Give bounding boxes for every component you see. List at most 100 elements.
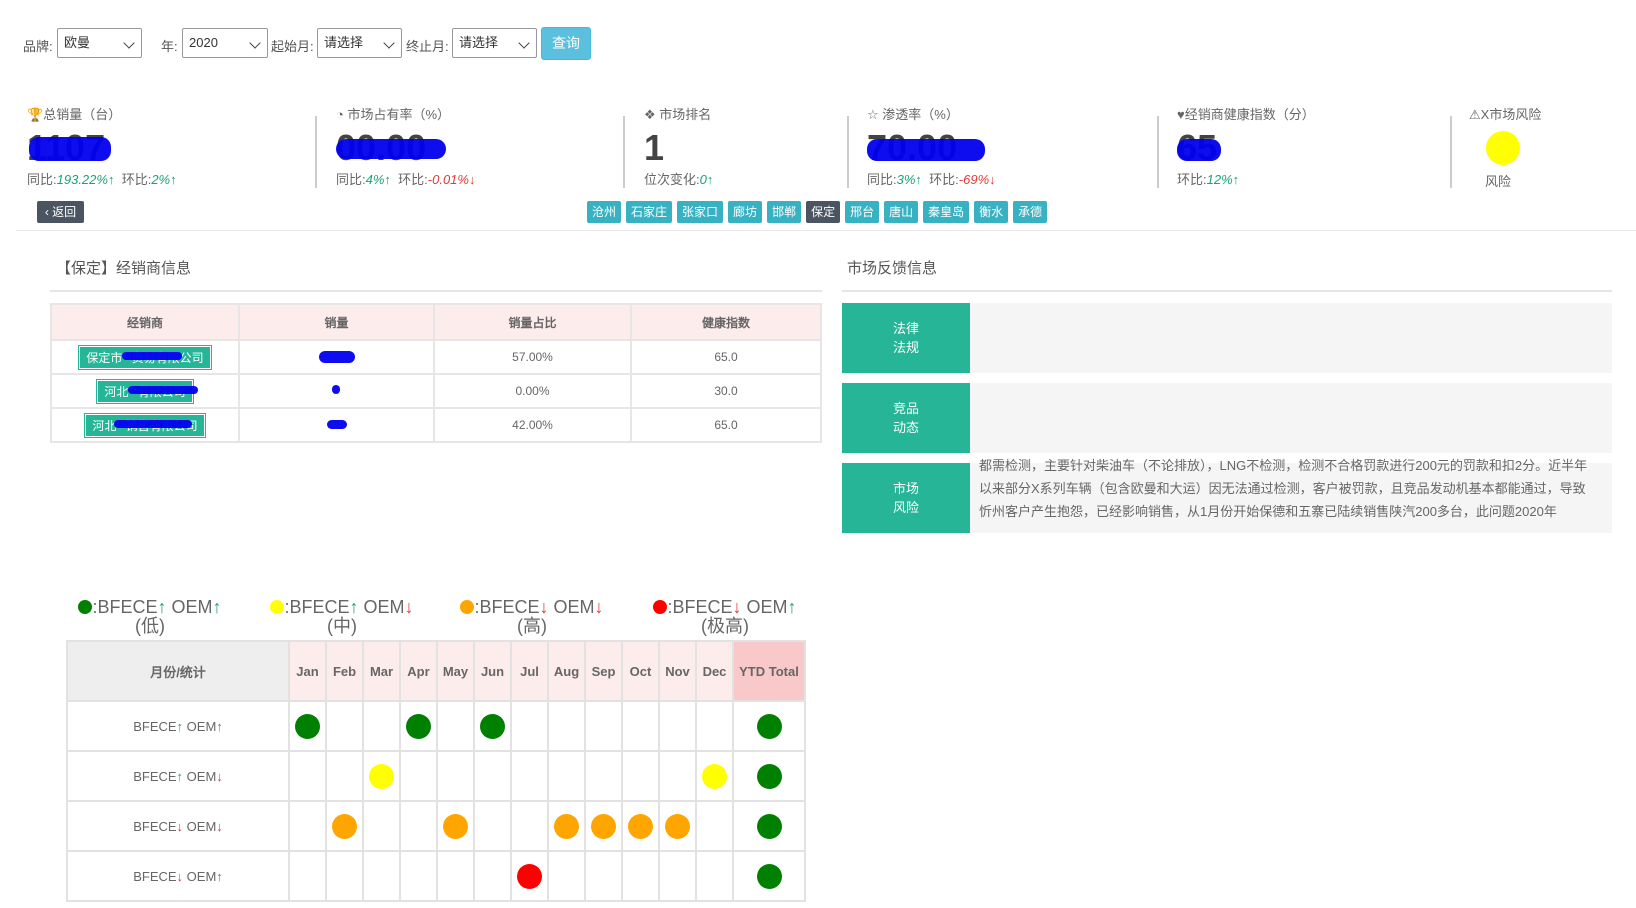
matrix-cell bbox=[621, 750, 660, 802]
row-label-text: OEM bbox=[186, 718, 217, 734]
arrow-up-icon: ↑ bbox=[107, 172, 115, 187]
yoy-label: 同比: bbox=[27, 172, 57, 187]
legend-item: :BFECE↑ OEM↑ (低) bbox=[70, 598, 230, 636]
city-tab[interactable]: 石家庄 bbox=[626, 201, 673, 223]
feedback-text[interactable]: 都需检测，主要针对柴油车（不论排放），LNG不检测，检测不合格罚款进行200元的… bbox=[979, 454, 1592, 533]
feedback-row-market-risk: 市场 风险 都需检测，主要针对柴油车（不论排放），LNG不检测，检测不合格罚款进行… bbox=[842, 458, 1612, 533]
brand-label: 品牌: bbox=[23, 39, 53, 54]
health-cell: 65.0 bbox=[630, 339, 822, 375]
city-tab[interactable]: 衡水 bbox=[974, 201, 1009, 223]
kpi-label: 总销量（台） bbox=[43, 107, 122, 122]
matrix-cell bbox=[510, 700, 549, 752]
city-tab[interactable]: 唐山 bbox=[884, 201, 919, 223]
start-month-label: 起始月: bbox=[271, 39, 314, 54]
arrow-up-icon: ↑ bbox=[216, 718, 223, 734]
month-header: Jun bbox=[473, 640, 512, 702]
ytd-header: YTD Total bbox=[732, 640, 806, 702]
trophy-icon: 🏆 bbox=[27, 107, 44, 122]
arrow-down-icon: ↓ bbox=[989, 172, 996, 187]
kpi-label: 渗透率（%） bbox=[882, 107, 959, 122]
city-tab[interactable]: 张家口 bbox=[677, 201, 724, 223]
yoy-label: 同比: bbox=[336, 172, 366, 187]
table-row: 保定市**贸易有限公司 57.00% 65.0 bbox=[50, 339, 822, 375]
rank-change-value: 0 bbox=[699, 172, 707, 187]
feedback-head: 法律 法规 bbox=[842, 303, 970, 373]
matrix-row-label: BFECE↓ OEM↓ bbox=[66, 800, 290, 852]
arrow-up-icon: ↑ bbox=[915, 172, 922, 187]
yoy-value: 4% bbox=[365, 172, 385, 187]
arrow-down-icon: ↓ bbox=[468, 172, 476, 187]
legend-item: :BFECE↑ OEM↓ (中) bbox=[262, 598, 422, 636]
query-button[interactable]: 查询 bbox=[541, 27, 591, 60]
mom-value: 2% bbox=[151, 172, 171, 187]
arrow-down-icon: ↓ bbox=[732, 597, 742, 617]
matrix-cell bbox=[695, 750, 734, 802]
arrow-down-icon: ↓ bbox=[176, 818, 184, 834]
arrow-up-icon: ↑ bbox=[384, 172, 391, 187]
city-tab[interactable]: 秦皇岛 bbox=[923, 201, 970, 223]
dealer-name-button[interactable]: 保定市**贸易有限公司 bbox=[79, 345, 211, 369]
city-tabs: 沧州 石家庄 张家口 廊坊 邯郸 保定 邢台 唐山 秦皇岛 衡水 承德 bbox=[587, 201, 1048, 223]
end-month-select[interactable]: 请选择 bbox=[452, 28, 537, 58]
status-dot bbox=[369, 763, 394, 789]
risk-matrix: 月份/统计 Jan Feb Mar Apr May Jun Jul Aug Sep Oct Nov De… bbox=[66, 640, 806, 902]
row-label-text: BFECE bbox=[133, 818, 177, 834]
legend-level: (极高) bbox=[701, 616, 749, 636]
status-dot bbox=[295, 713, 320, 739]
year-select[interactable]: 2020 bbox=[182, 28, 268, 58]
chevron-left-icon: ‹ bbox=[44, 205, 49, 219]
legend-item: :BFECE↓ OEM↓ (高) bbox=[452, 598, 612, 636]
city-tab[interactable]: 沧州 bbox=[587, 201, 622, 223]
kpi-label: 市场占有率（%） bbox=[347, 107, 451, 122]
city-tab[interactable]: 廊坊 bbox=[728, 201, 763, 223]
brand-select[interactable]: 欧曼 bbox=[57, 28, 142, 58]
matrix-cell bbox=[325, 750, 364, 802]
month-header: Nov bbox=[658, 640, 697, 702]
city-tab[interactable]: 邢台 bbox=[845, 201, 880, 223]
row-label-text: OEM bbox=[186, 868, 217, 884]
row-label-text: BFECE bbox=[133, 868, 177, 884]
legend-text: :BFECE bbox=[92, 597, 158, 617]
status-dot bbox=[591, 813, 616, 839]
redaction-mark bbox=[331, 384, 340, 394]
feedback-head: 竞品 动态 bbox=[842, 383, 970, 453]
redaction-mark bbox=[1177, 139, 1221, 161]
start-month-select[interactable]: 请选择 bbox=[317, 28, 402, 58]
matrix-cell bbox=[436, 800, 475, 852]
dealer-name-button[interactable]: 河北**销售有限公司 bbox=[85, 413, 205, 437]
kpi-divider bbox=[847, 116, 849, 188]
status-dot bbox=[756, 813, 782, 839]
mom-label: 环比: bbox=[1177, 172, 1207, 187]
city-tab[interactable]: 承德 bbox=[1013, 201, 1048, 223]
matrix-cell bbox=[362, 800, 401, 852]
matrix-cell bbox=[584, 850, 623, 902]
matrix-cell bbox=[547, 700, 586, 752]
heart-icon: ♥ bbox=[1177, 107, 1185, 122]
city-tab[interactable]: 保定 bbox=[806, 201, 841, 223]
matrix-cell bbox=[399, 700, 438, 752]
back-button[interactable]: ‹ 返回 bbox=[37, 201, 84, 223]
arrow-up-icon: ↑ bbox=[216, 868, 223, 884]
redaction-mark bbox=[29, 137, 111, 161]
legend-level: (中) bbox=[327, 616, 357, 636]
health-col-header: 健康指数 bbox=[630, 303, 822, 341]
feedback-head-line1: 市场 bbox=[892, 481, 919, 496]
redaction-mark bbox=[326, 419, 347, 429]
kpi-market-share: ◔ 市场占有率（%） 00.00 同比:4%↑ 环比:-0.01%↓ bbox=[336, 104, 475, 188]
arrow-up-icon: ↑ bbox=[212, 597, 222, 617]
matrix-cell bbox=[288, 800, 327, 852]
dealer-name-button[interactable]: 河北**有限公司 bbox=[97, 379, 199, 403]
legend-text: :BFECE bbox=[667, 597, 733, 617]
chevron-down-icon bbox=[383, 37, 395, 49]
ytd-cell bbox=[732, 800, 806, 852]
kpi-divider bbox=[1450, 116, 1452, 188]
city-tab[interactable]: 邯郸 bbox=[767, 201, 802, 223]
status-dot bbox=[756, 713, 782, 739]
chevron-down-icon bbox=[249, 37, 261, 49]
kpi-divider bbox=[315, 116, 317, 188]
arrow-down-icon: ↓ bbox=[594, 597, 604, 617]
feedback-text-content: 都需检测，主要针对柴油车（不论排放），LNG不检测，检测不合格罚款进行200元的… bbox=[979, 458, 1588, 519]
matrix-cell bbox=[325, 800, 364, 852]
status-dot bbox=[517, 863, 542, 889]
legend-dot bbox=[460, 600, 475, 614]
